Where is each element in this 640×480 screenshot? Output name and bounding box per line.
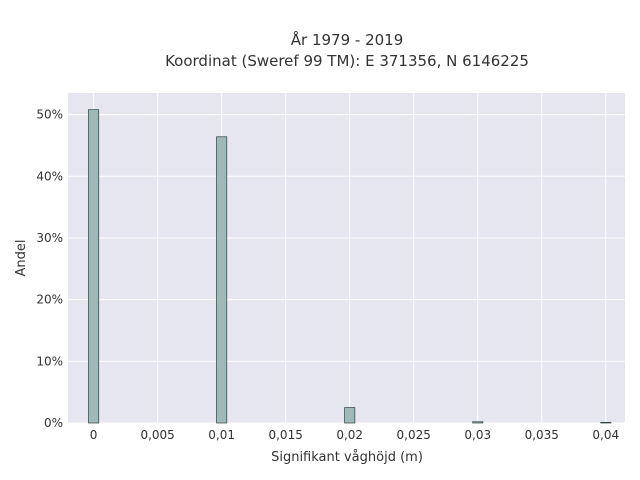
x-tick-label-0: 0 [90,428,98,442]
bar-2 [344,407,356,424]
x-tick-label-2: 0,01 [208,428,235,442]
x-tick-label-5: 0,025 [397,428,431,442]
y-tick-label-2: 20% [36,293,63,307]
y-tick-label-4: 40% [36,169,63,183]
bar-1 [216,136,228,424]
x-tick-label-6: 0,03 [464,428,491,442]
chart-title-line-2: Koordinat (Sweref 99 TM): E 371356, N 61… [165,52,529,70]
chart-title-line-1: År 1979 - 2019 [291,30,404,49]
bar-0 [88,109,100,424]
y-axis-ticks: 0% 10% 20% 30% 40% 50% [36,108,63,430]
y-tick-label-3: 30% [36,231,63,245]
bar-4 [600,422,612,424]
x-tick-label-7: 0,035 [525,428,559,442]
x-tick-label-4: 0,02 [336,428,363,442]
y-tick-label-1: 10% [36,354,63,368]
x-tick-label-1: 0,005 [140,428,174,442]
x-tick-label-8: 0,04 [592,428,619,442]
y-axis-label: Andel [14,240,29,277]
y-tick-label-5: 50% [36,108,63,122]
y-tick-label-0: 0% [44,416,63,430]
x-tick-label-3: 0,015 [268,428,302,442]
bar-series [88,109,612,424]
x-axis-label: Signifikant våghöjd (m) [271,450,423,465]
bar-3 [472,421,484,424]
x-axis-ticks: 0 0,005 0,01 0,015 0,02 0,025 0,03 0,035 0,04 [90,428,619,442]
plot-area [68,93,625,423]
